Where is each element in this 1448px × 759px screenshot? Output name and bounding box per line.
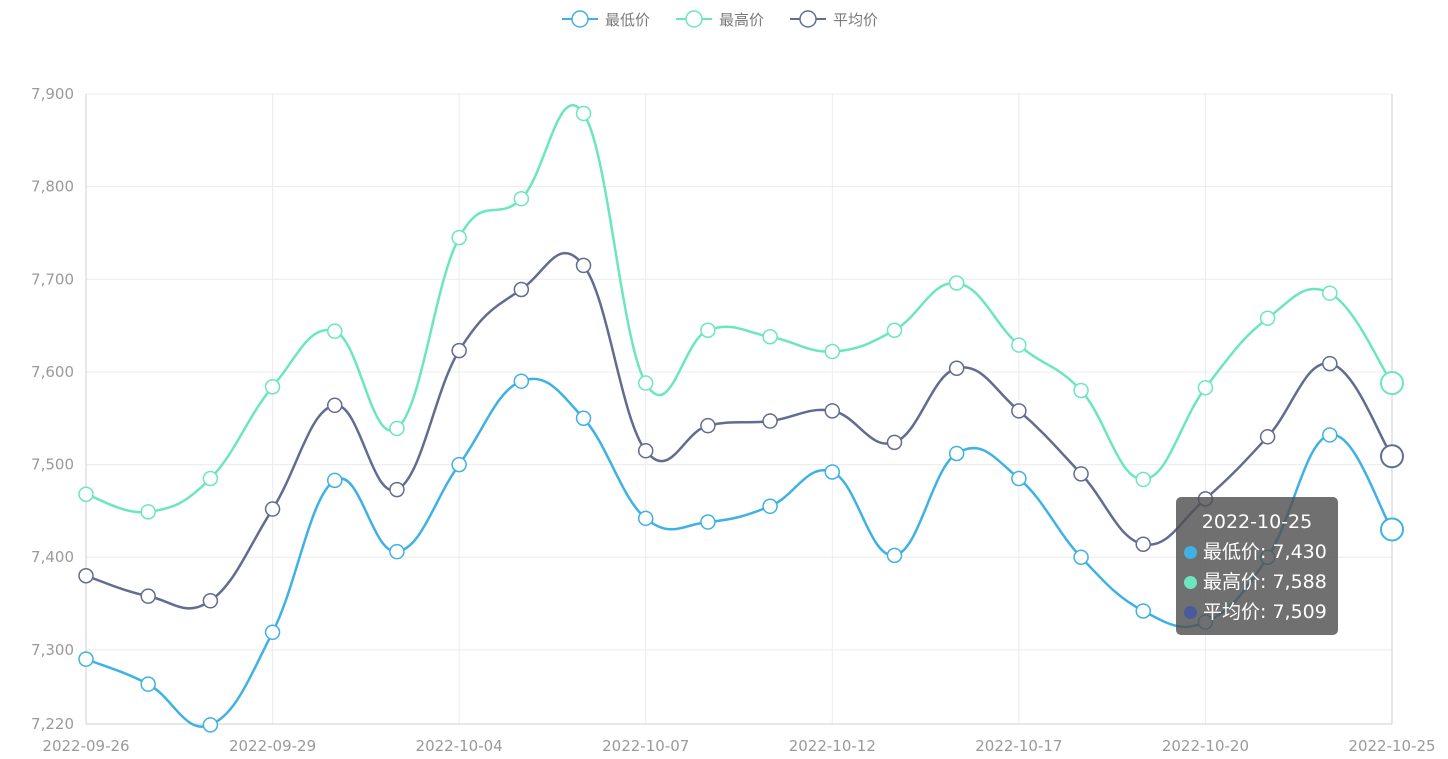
data-point xyxy=(637,442,654,459)
data-point xyxy=(824,403,841,419)
data-point xyxy=(389,543,405,560)
tooltip-marker-low xyxy=(1184,546,1197,559)
data-point xyxy=(1135,603,1151,619)
tooltip-marker-avg xyxy=(1184,606,1197,619)
tooltip-title: 2022-10-25 xyxy=(1201,511,1313,533)
data-point xyxy=(700,514,716,530)
data-point xyxy=(575,105,592,122)
y-tick-label: 7,800 xyxy=(31,178,74,196)
data-point xyxy=(1011,470,1027,487)
data-point xyxy=(140,588,156,604)
data-point xyxy=(451,456,467,473)
data-point xyxy=(327,472,343,489)
legend-label-1: 最高价 xyxy=(719,11,764,29)
data-point xyxy=(513,190,530,207)
data-point xyxy=(78,568,94,584)
data-point xyxy=(389,481,405,498)
data-point xyxy=(700,417,716,434)
data-point xyxy=(389,420,405,437)
data-point xyxy=(202,470,219,487)
data-point xyxy=(451,342,467,359)
data-point xyxy=(948,360,965,376)
x-tick-label: 2022-10-17 xyxy=(975,737,1062,755)
x-tick-label: 2022-10-12 xyxy=(789,737,876,755)
data-point xyxy=(1135,471,1151,488)
data-point xyxy=(762,328,778,345)
tooltip: 2022-10-25 最低价: 7,430 最高价: 7,588 平均价: 7,… xyxy=(1176,497,1338,635)
data-point xyxy=(824,343,841,360)
x-tick-label: 2022-10-20 xyxy=(1162,737,1249,755)
legend-marker-2 xyxy=(799,10,817,28)
y-tick-label: 7,700 xyxy=(31,270,74,288)
data-point xyxy=(1380,517,1404,542)
data-point xyxy=(1073,466,1089,482)
legend-label-2: 平均价 xyxy=(833,11,878,29)
x-tick-label: 2022-10-07 xyxy=(602,737,689,755)
x-tick-label: 2022-10-04 xyxy=(416,737,503,755)
data-point xyxy=(451,229,467,246)
tooltip-value-low: 最低价: 7,430 xyxy=(1203,541,1327,563)
data-point xyxy=(886,434,903,451)
data-point xyxy=(264,624,281,641)
data-point xyxy=(1380,444,1404,469)
data-point xyxy=(1135,536,1151,553)
data-point xyxy=(1322,427,1338,443)
y-tick-label: 7,300 xyxy=(31,641,74,659)
data-point xyxy=(762,413,778,429)
x-tick-label: 2022-10-25 xyxy=(1348,737,1435,755)
data-point xyxy=(140,676,156,692)
data-point xyxy=(948,275,965,291)
data-point xyxy=(78,486,94,502)
data-point xyxy=(327,323,343,339)
y-tick-label: 7,400 xyxy=(31,548,74,566)
data-point xyxy=(1259,429,1276,445)
data-point xyxy=(575,410,592,427)
data-point xyxy=(1322,285,1338,301)
data-point xyxy=(1259,310,1276,326)
data-point xyxy=(202,717,219,733)
legend-marker-1 xyxy=(685,10,703,28)
tooltip-marker-high xyxy=(1184,576,1197,589)
data-point xyxy=(1011,337,1027,353)
data-point xyxy=(264,379,281,395)
data-point xyxy=(637,510,654,527)
x-tick-label: 2022-09-29 xyxy=(229,737,316,755)
data-point xyxy=(1073,549,1089,565)
y-tick-label: 7,900 xyxy=(31,85,74,103)
series-line-1 xyxy=(85,104,1394,514)
legend-label-0: 最低价 xyxy=(605,11,650,29)
y-tick-label: 7,220 xyxy=(31,715,74,733)
data-point xyxy=(140,504,156,520)
data-point xyxy=(637,375,654,391)
data-point xyxy=(78,651,94,667)
data-point xyxy=(513,373,530,389)
data-point xyxy=(264,501,281,517)
data-point xyxy=(824,464,841,480)
data-point xyxy=(1380,371,1404,396)
y-tick-label: 7,500 xyxy=(31,456,74,474)
data-point xyxy=(513,281,530,298)
data-point xyxy=(1011,403,1027,419)
tooltip-row-low: 最低价: 7,430 xyxy=(1176,537,1338,567)
data-point xyxy=(1197,379,1214,396)
tooltip-row-high: 最高价: 7,588 xyxy=(1176,567,1338,597)
data-point xyxy=(575,257,592,274)
tooltip-value-high: 最高价: 7,588 xyxy=(1203,571,1327,593)
data-point xyxy=(762,498,778,515)
y-tick-label: 7,600 xyxy=(31,363,74,381)
x-tick-label: 2022-09-26 xyxy=(42,737,129,755)
data-point xyxy=(948,445,965,462)
data-point xyxy=(700,322,716,338)
data-point xyxy=(886,547,903,564)
data-point xyxy=(327,397,343,414)
legend-marker-0 xyxy=(571,10,589,28)
tooltip-row-avg: 平均价: 7,509 xyxy=(1176,597,1338,627)
tooltip-value-avg: 平均价: 7,509 xyxy=(1203,601,1327,623)
data-point xyxy=(886,322,903,338)
data-point xyxy=(202,593,219,609)
data-point xyxy=(1322,355,1338,372)
data-point xyxy=(1073,382,1089,399)
